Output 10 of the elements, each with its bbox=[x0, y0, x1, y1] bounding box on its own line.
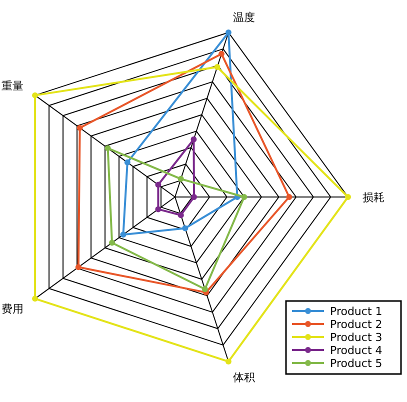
legend-label: Product 4 bbox=[330, 344, 382, 357]
legend-label: Product 3 bbox=[330, 331, 382, 344]
legend-label: Product 2 bbox=[330, 318, 382, 331]
spoke-label: 温度 bbox=[232, 10, 255, 24]
spoke-label: 损耗 bbox=[362, 191, 384, 204]
spoke-label: 重量 bbox=[1, 80, 24, 93]
spoke-label: 体积 bbox=[232, 371, 255, 384]
spoke-label: 费用 bbox=[1, 302, 24, 316]
legend-label: Product 5 bbox=[330, 357, 382, 370]
legend-label: Product 1 bbox=[330, 305, 382, 318]
